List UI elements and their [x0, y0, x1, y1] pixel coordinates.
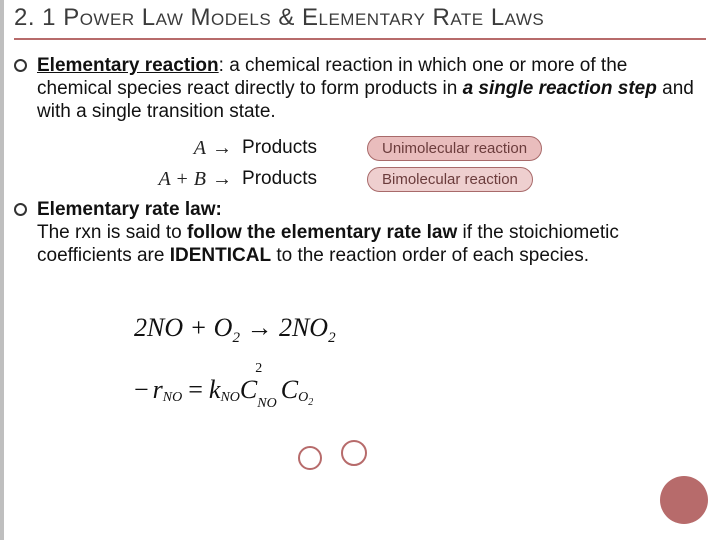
- reaction-1-lhs: A: [194, 137, 206, 160]
- equals-sign: =: [188, 375, 203, 405]
- equation-rate: − r NO = k NO C 2 NO C O2: [134, 375, 706, 409]
- bullet-1-lead: Elementary reaction: [37, 55, 219, 76]
- bullet-2-lead: Elementary rate law:: [37, 199, 222, 220]
- bullet-2-d: to the reaction order of each species.: [271, 245, 589, 266]
- conc-1-sub: NO: [257, 396, 276, 411]
- reaction-2: A + B → Products Bimolecular reaction: [42, 167, 706, 192]
- equation-stoich: 2NO + O2 → 2NO2: [134, 313, 706, 347]
- badge-bimolecular: Bimolecular reaction: [367, 167, 533, 192]
- arrow-icon: →: [212, 168, 232, 191]
- reaction-1-expr: A → Products: [42, 137, 317, 160]
- bullet-2: Elementary rate law: The rxn is said to …: [14, 198, 706, 268]
- rate-k-sub: NO: [220, 390, 239, 406]
- reaction-2-expr: A + B → Products: [42, 168, 317, 191]
- annotation-circle-1: [298, 446, 322, 470]
- reaction-1: A → Products Unimolecular reaction: [42, 136, 706, 161]
- equation-block: 2NO + O2 → 2NO2 − r NO = k NO C 2 NO C O…: [134, 313, 706, 409]
- reaction-2-lhs: A + B: [158, 168, 206, 191]
- reaction-1-rhs: Products: [242, 137, 317, 159]
- corner-decoration-circle: [660, 476, 708, 524]
- bullet-icon: [14, 203, 27, 216]
- conc-2: C: [281, 375, 298, 405]
- rate-k: k: [209, 375, 221, 405]
- rate-r: r: [153, 375, 163, 405]
- annotation-circle-2: [341, 440, 367, 466]
- slide-content: 2. 1 Power Law Models & Elementary Rate …: [0, 0, 720, 540]
- arrow-icon: →: [212, 137, 232, 160]
- reaction-2-rhs: Products: [242, 168, 317, 190]
- minus-sign: −: [134, 375, 149, 405]
- badge-unimolecular: Unimolecular reaction: [367, 136, 542, 161]
- slide-title: 2. 1 Power Law Models & Elementary Rate …: [14, 4, 706, 40]
- bullet-2-b: follow the elementary rate law: [187, 222, 457, 243]
- bullet-1-text: Elementary reaction: a chemical reaction…: [37, 54, 706, 124]
- bullet-2-text: Elementary rate law: The rxn is said to …: [37, 198, 706, 268]
- bullet-2-a: The rxn is said to: [37, 222, 187, 243]
- bullet-2-ident: IDENTICAL: [170, 245, 271, 266]
- reactions-block: A → Products Unimolecular reaction A + B…: [42, 136, 706, 192]
- conc-2-sub: O2: [298, 390, 313, 408]
- conc-1-sup: 2: [255, 361, 262, 377]
- bullet-1: Elementary reaction: a chemical reaction…: [14, 54, 706, 124]
- conc-1: C: [240, 375, 257, 405]
- bullet-1-emph: a single reaction step: [463, 78, 657, 99]
- rate-sub: NO: [163, 390, 182, 406]
- bullet-icon: [14, 59, 27, 72]
